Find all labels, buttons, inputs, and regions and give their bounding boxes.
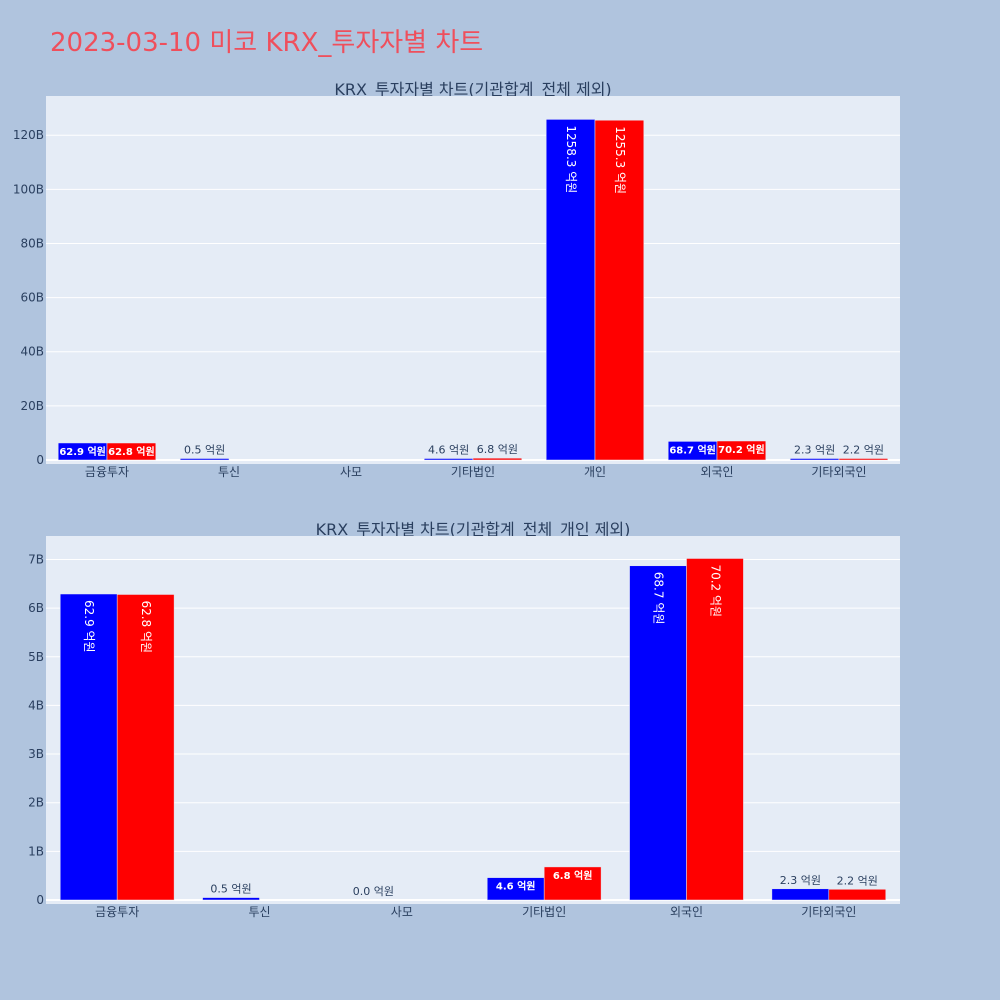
data-label: 70.2 억원 xyxy=(708,564,722,617)
bar xyxy=(789,458,840,461)
data-label: 2.2 억원 xyxy=(843,444,884,457)
plot-area xyxy=(46,96,900,464)
investor-chart-all: KRX_투자자별 차트(기관합계_전체 제외) 0 20B 40B 60B 80B 100… xyxy=(13,80,900,479)
x-tick-label: 외국인 xyxy=(670,905,703,919)
bar xyxy=(116,594,175,901)
x-tick-label: 사모 xyxy=(340,465,362,479)
chart-title: KRX_투자자별 차트(기관합계_전체_개인 제외) xyxy=(316,520,631,540)
y-tick-label: 40B xyxy=(20,345,44,359)
data-label: 2.2 억원 xyxy=(837,874,878,887)
x-tick-label: 외국인 xyxy=(700,465,733,479)
bar xyxy=(59,593,118,901)
data-label: 4.6 억원 xyxy=(428,444,469,457)
y-tick-label: 3B xyxy=(28,747,44,761)
data-label: 70.2 억원 xyxy=(718,443,765,456)
bar xyxy=(545,119,596,461)
x-tick-label: 기타외국인 xyxy=(811,465,866,479)
bar xyxy=(594,119,645,461)
y-tick-label: 6B xyxy=(28,601,44,615)
data-label: 62.8 억원 xyxy=(108,445,155,458)
y-tick-label: 1B xyxy=(28,844,44,858)
y-tick-label: 120B xyxy=(13,128,44,142)
chart-title: KRX_투자자별 차트(기관합계_전체 제외) xyxy=(334,80,611,100)
bar xyxy=(838,458,889,461)
data-label: 1258.3 억원 xyxy=(564,125,578,193)
x-tick-label: 개인 xyxy=(584,465,606,479)
data-label: 4.6 억원 xyxy=(496,880,536,893)
bar xyxy=(716,440,767,461)
data-label: 6.8 억원 xyxy=(477,443,518,456)
bar xyxy=(543,866,602,901)
y-tick-label: 2B xyxy=(28,796,44,810)
x-tick-label: 기타외국인 xyxy=(801,905,856,919)
bar xyxy=(629,565,687,901)
x-tick-label: 금융투자 xyxy=(85,465,129,479)
bar xyxy=(179,458,230,461)
x-tick-label: 투신 xyxy=(218,465,240,479)
y-tick-label: 0 xyxy=(36,453,44,467)
y-tick-label: 20B xyxy=(20,399,44,413)
data-label: 0.5 억원 xyxy=(184,444,225,457)
y-tick-label: 4B xyxy=(28,698,44,712)
data-label: 0.5 억원 xyxy=(210,883,251,896)
data-label: 62.9 억원 xyxy=(82,600,96,653)
y-tick-label: 0 xyxy=(36,893,44,907)
data-label: 6.8 억원 xyxy=(553,869,593,882)
plot-area xyxy=(46,536,900,904)
data-label: 68.7 억원 xyxy=(652,572,666,625)
bar xyxy=(423,458,474,461)
x-tick-label: 투신 xyxy=(248,905,270,919)
y-tick-label: 7B xyxy=(28,552,44,566)
y-tick-label: 80B xyxy=(20,236,44,250)
bar xyxy=(686,558,744,901)
bar xyxy=(106,442,157,461)
y-tick-label: 100B xyxy=(13,182,44,196)
bar xyxy=(771,888,830,901)
y-tick-label: 60B xyxy=(20,291,44,305)
data-label: 1255.3 억원 xyxy=(613,126,627,194)
y-tick-label: 5B xyxy=(28,650,44,664)
bar xyxy=(472,457,523,461)
page-title: 2023-03-10 미코 KRX_투자자별 차트 xyxy=(50,28,484,58)
bar xyxy=(828,889,887,901)
data-label: 62.9 억원 xyxy=(59,445,106,458)
data-label: 0.0 억원 xyxy=(353,885,394,898)
x-tick-label: 기타법인 xyxy=(522,905,566,919)
x-tick-label: 기타법인 xyxy=(451,465,495,479)
bar xyxy=(202,897,260,901)
data-label: 68.7 억원 xyxy=(669,443,716,456)
x-tick-label: 사모 xyxy=(391,905,413,919)
data-label: 2.3 억원 xyxy=(780,874,821,887)
data-label: 62.8 억원 xyxy=(139,600,153,653)
data-label: 2.3 억원 xyxy=(794,444,835,457)
x-tick-label: 금융투자 xyxy=(95,905,139,919)
investor-chart-excluding-individual: KRX_투자자별 차트(기관합계_전체_개인 제외) 0 1B 2B 3B 4B 5B 6B… xyxy=(28,520,900,919)
